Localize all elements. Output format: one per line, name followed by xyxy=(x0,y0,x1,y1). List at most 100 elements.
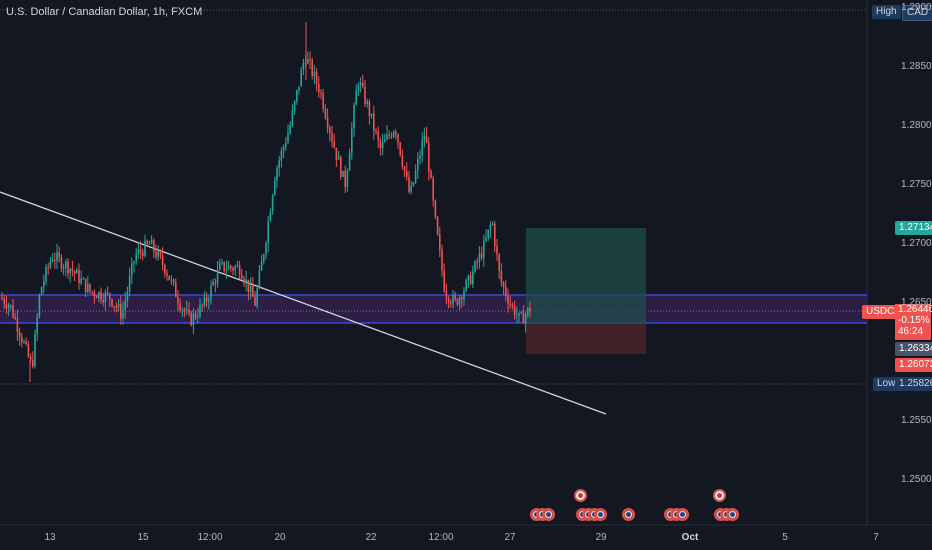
candle-body xyxy=(480,253,483,258)
candle xyxy=(476,257,478,270)
candle-body xyxy=(445,291,448,299)
candle xyxy=(388,130,390,140)
candle xyxy=(102,292,104,307)
candle-body xyxy=(267,220,269,244)
candle xyxy=(450,299,452,308)
candle-body xyxy=(315,71,318,84)
candle xyxy=(425,126,428,144)
candle xyxy=(351,121,353,160)
candle xyxy=(137,242,140,259)
candle-body xyxy=(465,280,467,291)
candle xyxy=(14,312,16,321)
candle xyxy=(502,280,505,295)
candle-body xyxy=(302,62,305,70)
candle-body xyxy=(291,110,294,126)
candle xyxy=(335,147,338,167)
currency-tag[interactable]: CAD xyxy=(902,5,932,21)
candle-body xyxy=(120,304,122,319)
flag-icon[interactable] xyxy=(594,508,607,521)
flag-icon[interactable] xyxy=(676,508,689,521)
candle xyxy=(403,165,406,177)
candle xyxy=(93,289,96,304)
candle xyxy=(223,261,225,275)
candle-body xyxy=(208,299,210,302)
candle-body xyxy=(164,264,166,274)
candle-body xyxy=(197,316,199,318)
flag-icon[interactable] xyxy=(726,508,739,521)
candle xyxy=(489,221,492,238)
time-tick-label: 12:00 xyxy=(197,532,223,543)
candle-body xyxy=(351,128,353,154)
candle xyxy=(282,144,285,159)
candle-body xyxy=(331,132,333,142)
candle xyxy=(331,125,333,148)
candle-body xyxy=(157,251,159,258)
candle xyxy=(91,290,93,296)
candle-body xyxy=(201,304,203,306)
candle xyxy=(326,108,329,134)
candle xyxy=(315,68,318,92)
candle xyxy=(175,278,177,298)
candle-body xyxy=(362,82,364,87)
candle xyxy=(201,303,203,312)
candle-body xyxy=(403,166,406,172)
candle-body xyxy=(522,312,525,324)
candle-body xyxy=(56,252,58,261)
candle xyxy=(267,215,269,253)
candle-body xyxy=(238,265,241,275)
candle xyxy=(18,327,21,346)
candle-body xyxy=(280,150,283,161)
candle-body xyxy=(78,270,80,284)
candle-body xyxy=(436,217,439,235)
candle xyxy=(203,291,206,309)
candle xyxy=(461,295,463,309)
candle-body xyxy=(236,265,239,267)
candle-body xyxy=(271,195,274,212)
flag-icon[interactable] xyxy=(713,489,726,502)
candle xyxy=(524,311,527,333)
candle xyxy=(419,149,421,165)
candle-body xyxy=(375,130,377,132)
candle xyxy=(16,309,19,341)
candle xyxy=(40,286,43,296)
time-tick-label: 12:00 xyxy=(428,532,454,543)
candle-body xyxy=(183,309,186,312)
candle-body xyxy=(408,176,410,193)
candle xyxy=(139,241,142,260)
candle-body xyxy=(214,282,217,284)
candle xyxy=(443,263,445,293)
flag-icon[interactable] xyxy=(622,508,635,521)
candle xyxy=(194,310,197,321)
candle-body xyxy=(329,127,331,133)
candle xyxy=(414,164,417,185)
candle-body xyxy=(516,315,518,317)
candle xyxy=(106,286,109,296)
candle xyxy=(399,141,401,157)
candle xyxy=(287,124,289,144)
candle-body xyxy=(212,282,214,286)
time-tick-label: 29 xyxy=(595,532,607,543)
candle xyxy=(67,258,69,279)
candle xyxy=(395,129,397,140)
candle xyxy=(5,295,8,314)
flag-icon[interactable] xyxy=(574,489,587,502)
candle-body xyxy=(421,140,423,156)
flag-icon[interactable] xyxy=(542,508,555,521)
candle-body xyxy=(124,300,126,311)
candle xyxy=(36,312,38,341)
candle xyxy=(177,290,179,312)
candle xyxy=(249,277,252,300)
candle xyxy=(491,221,494,227)
candle-body xyxy=(32,359,34,367)
candle xyxy=(1,291,3,300)
candle-body xyxy=(458,297,461,305)
candle-body xyxy=(342,170,344,177)
candle-body xyxy=(434,200,437,218)
candle-body xyxy=(355,91,357,106)
candle xyxy=(441,244,443,277)
candle-body xyxy=(527,307,529,315)
symbol-title: U.S. Dollar / Canadian Dollar, 1h, FXCM xyxy=(6,6,203,18)
candle-body xyxy=(494,223,496,247)
candle-body xyxy=(7,305,10,309)
